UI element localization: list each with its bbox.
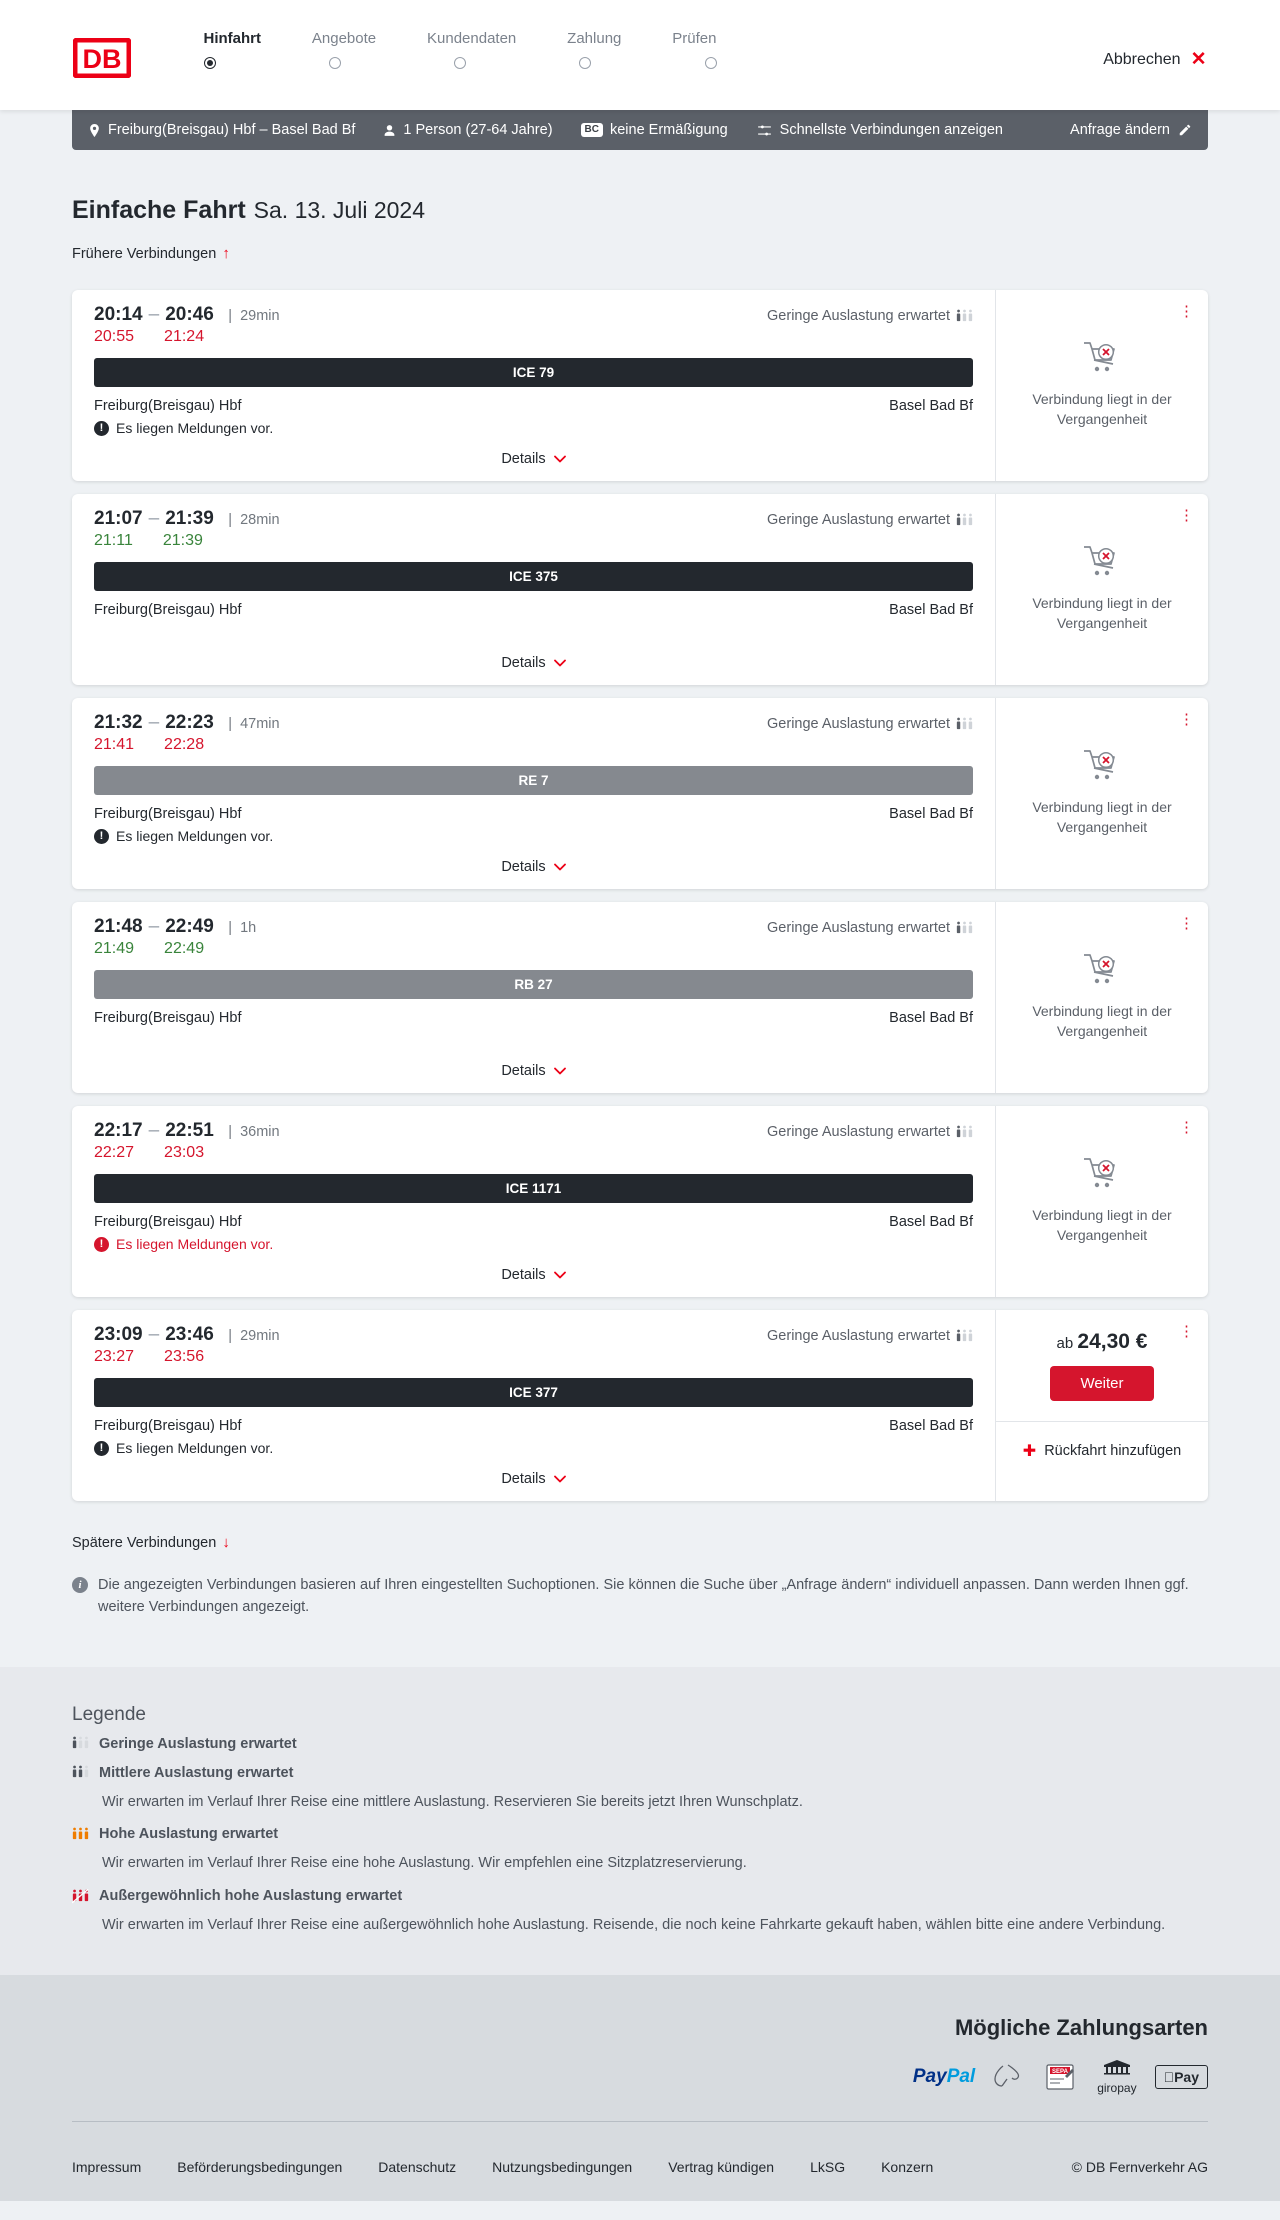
svg-text:DB: DB xyxy=(82,44,121,74)
svg-text:SEPA: SEPA xyxy=(1052,2069,1069,2075)
